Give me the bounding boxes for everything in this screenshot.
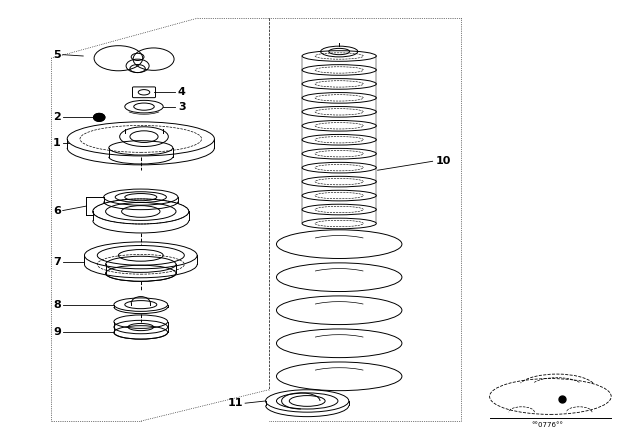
Text: 8: 8	[53, 300, 61, 310]
Text: 11: 11	[228, 398, 243, 408]
Text: 10: 10	[435, 156, 451, 166]
Text: 2: 2	[53, 112, 61, 122]
Text: 1: 1	[53, 138, 61, 148]
Text: 4: 4	[178, 87, 186, 97]
Text: 9: 9	[53, 327, 61, 337]
Text: 7: 7	[53, 257, 61, 267]
Text: 5: 5	[53, 50, 61, 60]
FancyBboxPatch shape	[132, 87, 156, 98]
Text: 6: 6	[53, 206, 61, 215]
Ellipse shape	[93, 113, 105, 121]
Ellipse shape	[93, 113, 105, 121]
Text: 3: 3	[178, 102, 186, 112]
Text: °°0776°°: °°0776°°	[531, 422, 563, 428]
